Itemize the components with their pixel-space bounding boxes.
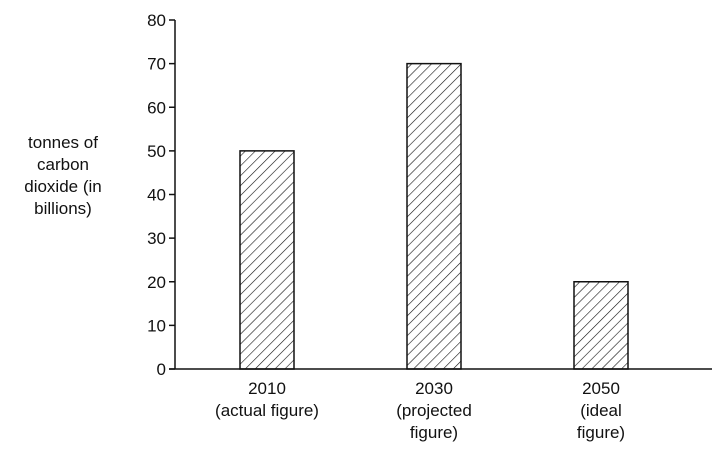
bar-0 <box>239 150 295 370</box>
y-axis-label: tonnes of carbon dioxide (in billions) <box>0 132 126 220</box>
y-tick-label-30: 30 <box>147 229 166 248</box>
y-tick-label-70: 70 <box>147 55 166 74</box>
x-tick-label-2-line-2: figure) <box>577 423 625 442</box>
y-axis-label-line-1: tonnes of <box>28 133 98 152</box>
y-tick-label-10: 10 <box>147 316 166 335</box>
x-tick-label-2-line-0: 2050 <box>582 379 620 398</box>
x-tick-label-1-line-2: figure) <box>410 423 458 442</box>
y-tick-label-40: 40 <box>147 186 166 205</box>
x-tick-label-0-line-1: (actual figure) <box>215 401 319 420</box>
x-tick-label-0-line-0: 2010 <box>248 379 286 398</box>
y-tick-label-80: 80 <box>147 11 166 30</box>
y-tick-label-50: 50 <box>147 142 166 161</box>
x-tick-label-2-line-1: (ideal <box>580 401 622 420</box>
y-tick-label-0: 0 <box>157 360 166 379</box>
bar-1 <box>406 62 462 370</box>
y-axis-label-line-2: carbon <box>37 155 89 174</box>
y-tick-label-60: 60 <box>147 98 166 117</box>
y-tick-label-20: 20 <box>147 273 166 292</box>
x-tick-label-1-line-0: 2030 <box>415 379 453 398</box>
bar-2 <box>573 281 629 370</box>
y-axis-label-line-3: dioxide (in <box>24 177 102 196</box>
x-tick-label-1-line-1: (projected <box>396 401 472 420</box>
y-axis-label-line-4: billions) <box>34 199 92 218</box>
